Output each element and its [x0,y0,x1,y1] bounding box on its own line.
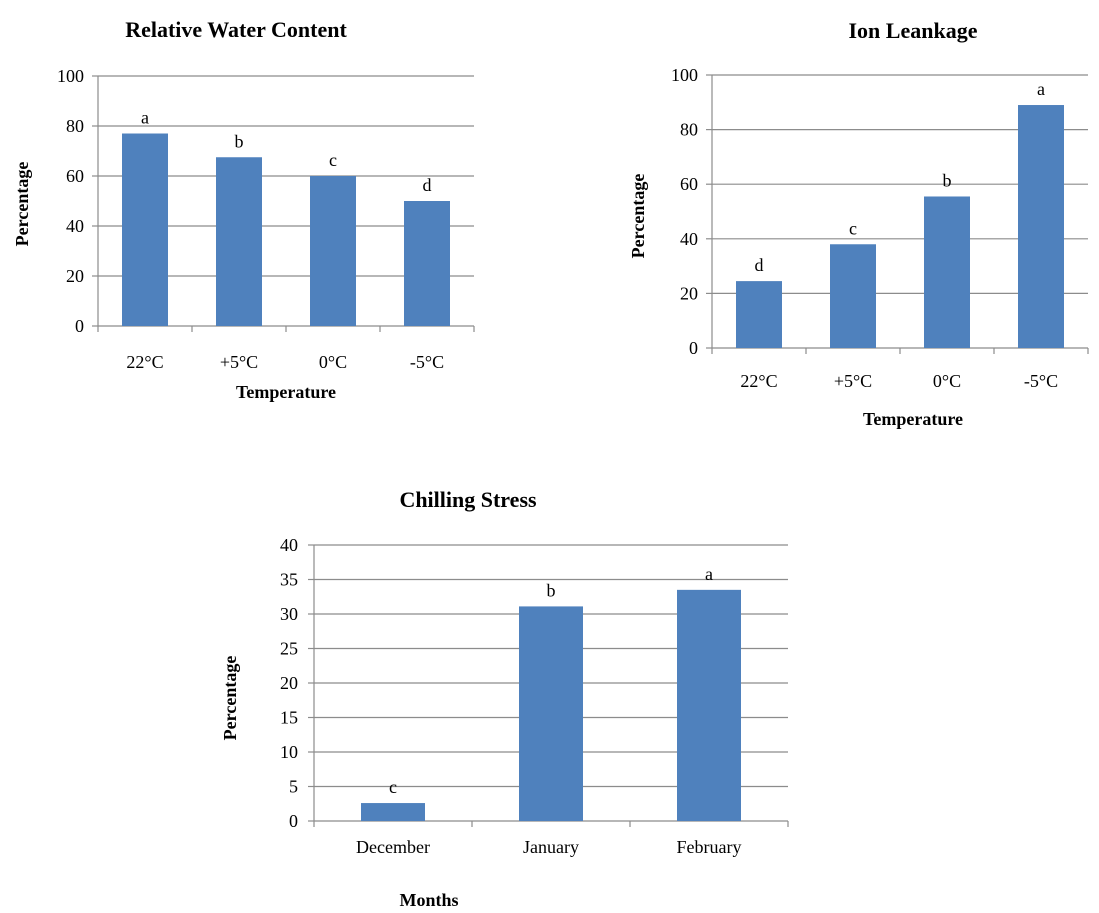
x-category-label: December [356,837,430,857]
y-axis-title: Percentage [628,174,648,259]
x-category-label: February [677,837,742,857]
y-axis-title: Percentage [220,656,240,741]
x-category-label: +5°C [834,371,872,391]
bar-22-c [122,133,168,326]
x-axis-title: Temperature [863,409,963,429]
data-label: b [943,170,952,190]
bar-february [677,589,741,821]
bar-5-c [404,201,450,326]
y-tick-label: 10 [280,742,298,762]
chilling-stress-chart: Chilling Stress 0 5 10 15 20 25 30 35 40 c December… [220,487,789,910]
y-tick-label: 100 [671,65,698,85]
y-tick-label: 80 [680,120,698,140]
y-tick-label: 5 [289,777,298,797]
bar-0-c [310,176,356,326]
x-axis-title: Months [399,890,458,910]
data-label: c [849,218,857,238]
bar-5-c [830,244,876,348]
y-tick-label: 0 [75,316,84,336]
data-label: b [235,131,244,151]
data-label: a [705,564,713,584]
x-category-label: -5°C [410,352,444,372]
y-tick-label: 30 [280,604,298,624]
chart-title: Chilling Stress [399,487,537,512]
y-tick-label: 40 [680,229,698,249]
chart-title: Ion Leankage [849,18,978,43]
data-label: a [141,108,149,128]
y-axis-title: Percentage [12,162,32,247]
y-tick-label: 0 [289,811,298,831]
bar-january [519,606,583,821]
relative-water-content-chart: Relative Water Content 0 20 40 60 80 100 a 22°C b… [12,17,475,402]
x-category-label: 0°C [319,352,347,372]
data-label: d [755,255,764,275]
y-tick-label: 20 [280,673,298,693]
y-tick-label: 60 [66,166,84,186]
data-label: a [1037,79,1045,99]
y-tick-label: 100 [57,66,84,86]
x-category-label: 0°C [933,371,961,391]
y-tick-label: 40 [280,535,298,555]
bar-0-c [924,196,970,348]
bar-december [361,803,425,821]
data-label: d [423,175,432,195]
bar-22-c [736,281,782,348]
y-tick-label: 40 [66,216,84,236]
data-label: c [329,150,337,170]
y-tick-label: 20 [680,283,698,303]
x-category-label: 22°C [126,352,163,372]
bar-5-c [1018,105,1064,348]
x-category-label: +5°C [220,352,258,372]
bar-5-c [216,157,262,326]
data-label: b [547,580,556,600]
data-label: c [389,777,397,797]
ion-leakage-chart: Ion Leankage 0 20 40 60 80 100 d 22°C c +5°C b 0°C a -… [628,18,1089,429]
y-tick-label: 0 [689,338,698,358]
y-tick-label: 80 [66,116,84,136]
x-category-label: 22°C [740,371,777,391]
y-tick-label: 35 [280,570,298,590]
x-category-label: -5°C [1024,371,1058,391]
x-axis-title: Temperature [236,382,336,402]
y-tick-label: 25 [280,639,298,659]
y-tick-label: 15 [280,708,298,728]
chart-title: Relative Water Content [125,17,347,42]
x-category-label: January [523,837,579,857]
y-tick-label: 20 [66,266,84,286]
y-tick-label: 60 [680,174,698,194]
